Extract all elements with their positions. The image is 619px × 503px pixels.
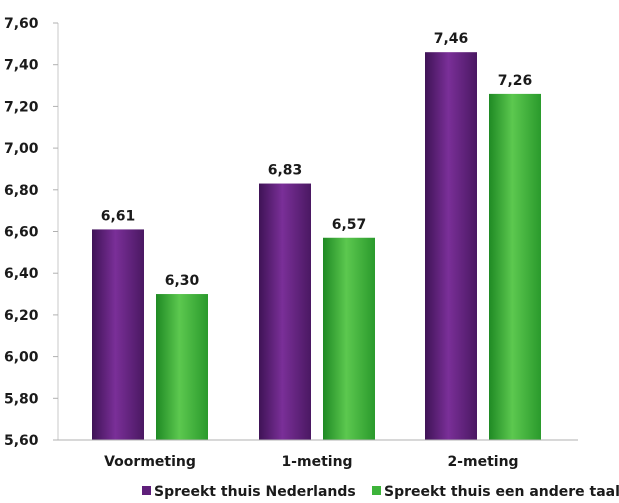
y-tick-label: 7,00 — [4, 141, 39, 157]
bar-value-label: 6,83 — [268, 163, 303, 179]
x-axis: Voormeting 1-meting 2-meting — [58, 439, 578, 470]
bar — [425, 52, 477, 440]
legend-swatch — [142, 486, 151, 495]
bar — [323, 237, 375, 440]
y-tick-label: 6,80 — [4, 183, 39, 199]
x-category-label: Voormeting — [104, 454, 196, 470]
legend-label: Spreekt thuis Nederlands — [154, 484, 356, 500]
bar — [489, 93, 541, 440]
y-tick-label: 5,60 — [4, 433, 39, 449]
legend-label: Spreekt thuis een andere taal — [384, 484, 619, 500]
bar-value-label: 7,26 — [498, 73, 533, 89]
bar-value-label: 6,61 — [101, 208, 136, 224]
y-tick-label: 7,20 — [4, 99, 39, 115]
legend: Spreekt thuis Nederlands Spreekt thuis ee… — [142, 484, 619, 500]
y-tick-label: 6,60 — [4, 225, 39, 241]
y-tick-label: 6,40 — [4, 266, 39, 282]
bar — [259, 183, 311, 441]
y-tick-label: 7,40 — [4, 58, 39, 74]
y-tick-label: 6,00 — [4, 350, 39, 366]
y-tick-label: 6,20 — [4, 308, 39, 324]
y-tick-label: 5,80 — [4, 391, 39, 407]
y-tick-label: 7,60 — [4, 16, 39, 32]
bars: 6,61 6,30 6,83 6,57 7,46 7,26 — [92, 31, 541, 441]
x-category-label: 1-meting — [281, 454, 352, 470]
bar-value-label: 6,57 — [332, 217, 367, 233]
bar — [92, 229, 144, 440]
y-axis: 5,60 5,80 6,00 6,20 6,40 6,60 6,80 7,00 7,20 7,40… — [4, 16, 59, 449]
bar — [156, 294, 208, 440]
bar-value-label: 7,46 — [434, 31, 469, 47]
x-category-label: 2-meting — [447, 454, 518, 470]
bar-value-label: 6,30 — [165, 273, 200, 289]
legend-swatch — [372, 486, 381, 495]
